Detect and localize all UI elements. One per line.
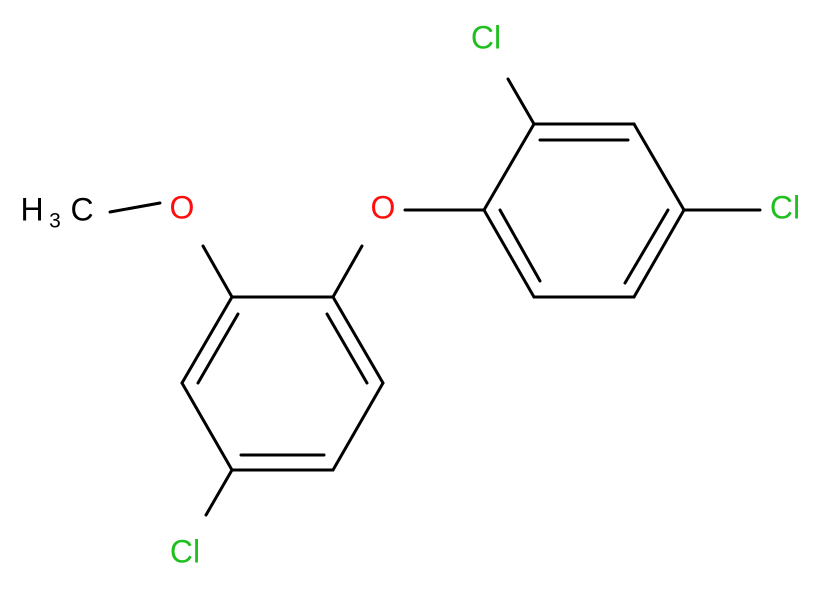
bond (331, 381, 385, 472)
bonds (108, 77, 762, 517)
atom-label: Cl (170, 533, 200, 569)
bond (331, 244, 364, 299)
bond (498, 208, 542, 283)
bond (325, 312, 369, 385)
bond (506, 77, 536, 126)
bond (632, 122, 686, 212)
bond (201, 244, 234, 299)
bond (632, 208, 686, 299)
bond (204, 468, 234, 517)
atom-label: O (371, 189, 396, 225)
bond (180, 295, 234, 385)
atom-label: C (70, 191, 93, 227)
atom-subscript: 3 (49, 210, 61, 233)
atom-label: O (170, 189, 195, 225)
atom-label: H (20, 191, 43, 227)
atom-label: Cl (471, 19, 501, 55)
bond (196, 312, 240, 385)
bond (482, 208, 536, 299)
atom-label: Cl (770, 189, 800, 225)
bond (180, 381, 234, 472)
bond (331, 295, 385, 385)
bond (108, 201, 162, 214)
bond (623, 208, 670, 285)
bond (482, 122, 536, 212)
